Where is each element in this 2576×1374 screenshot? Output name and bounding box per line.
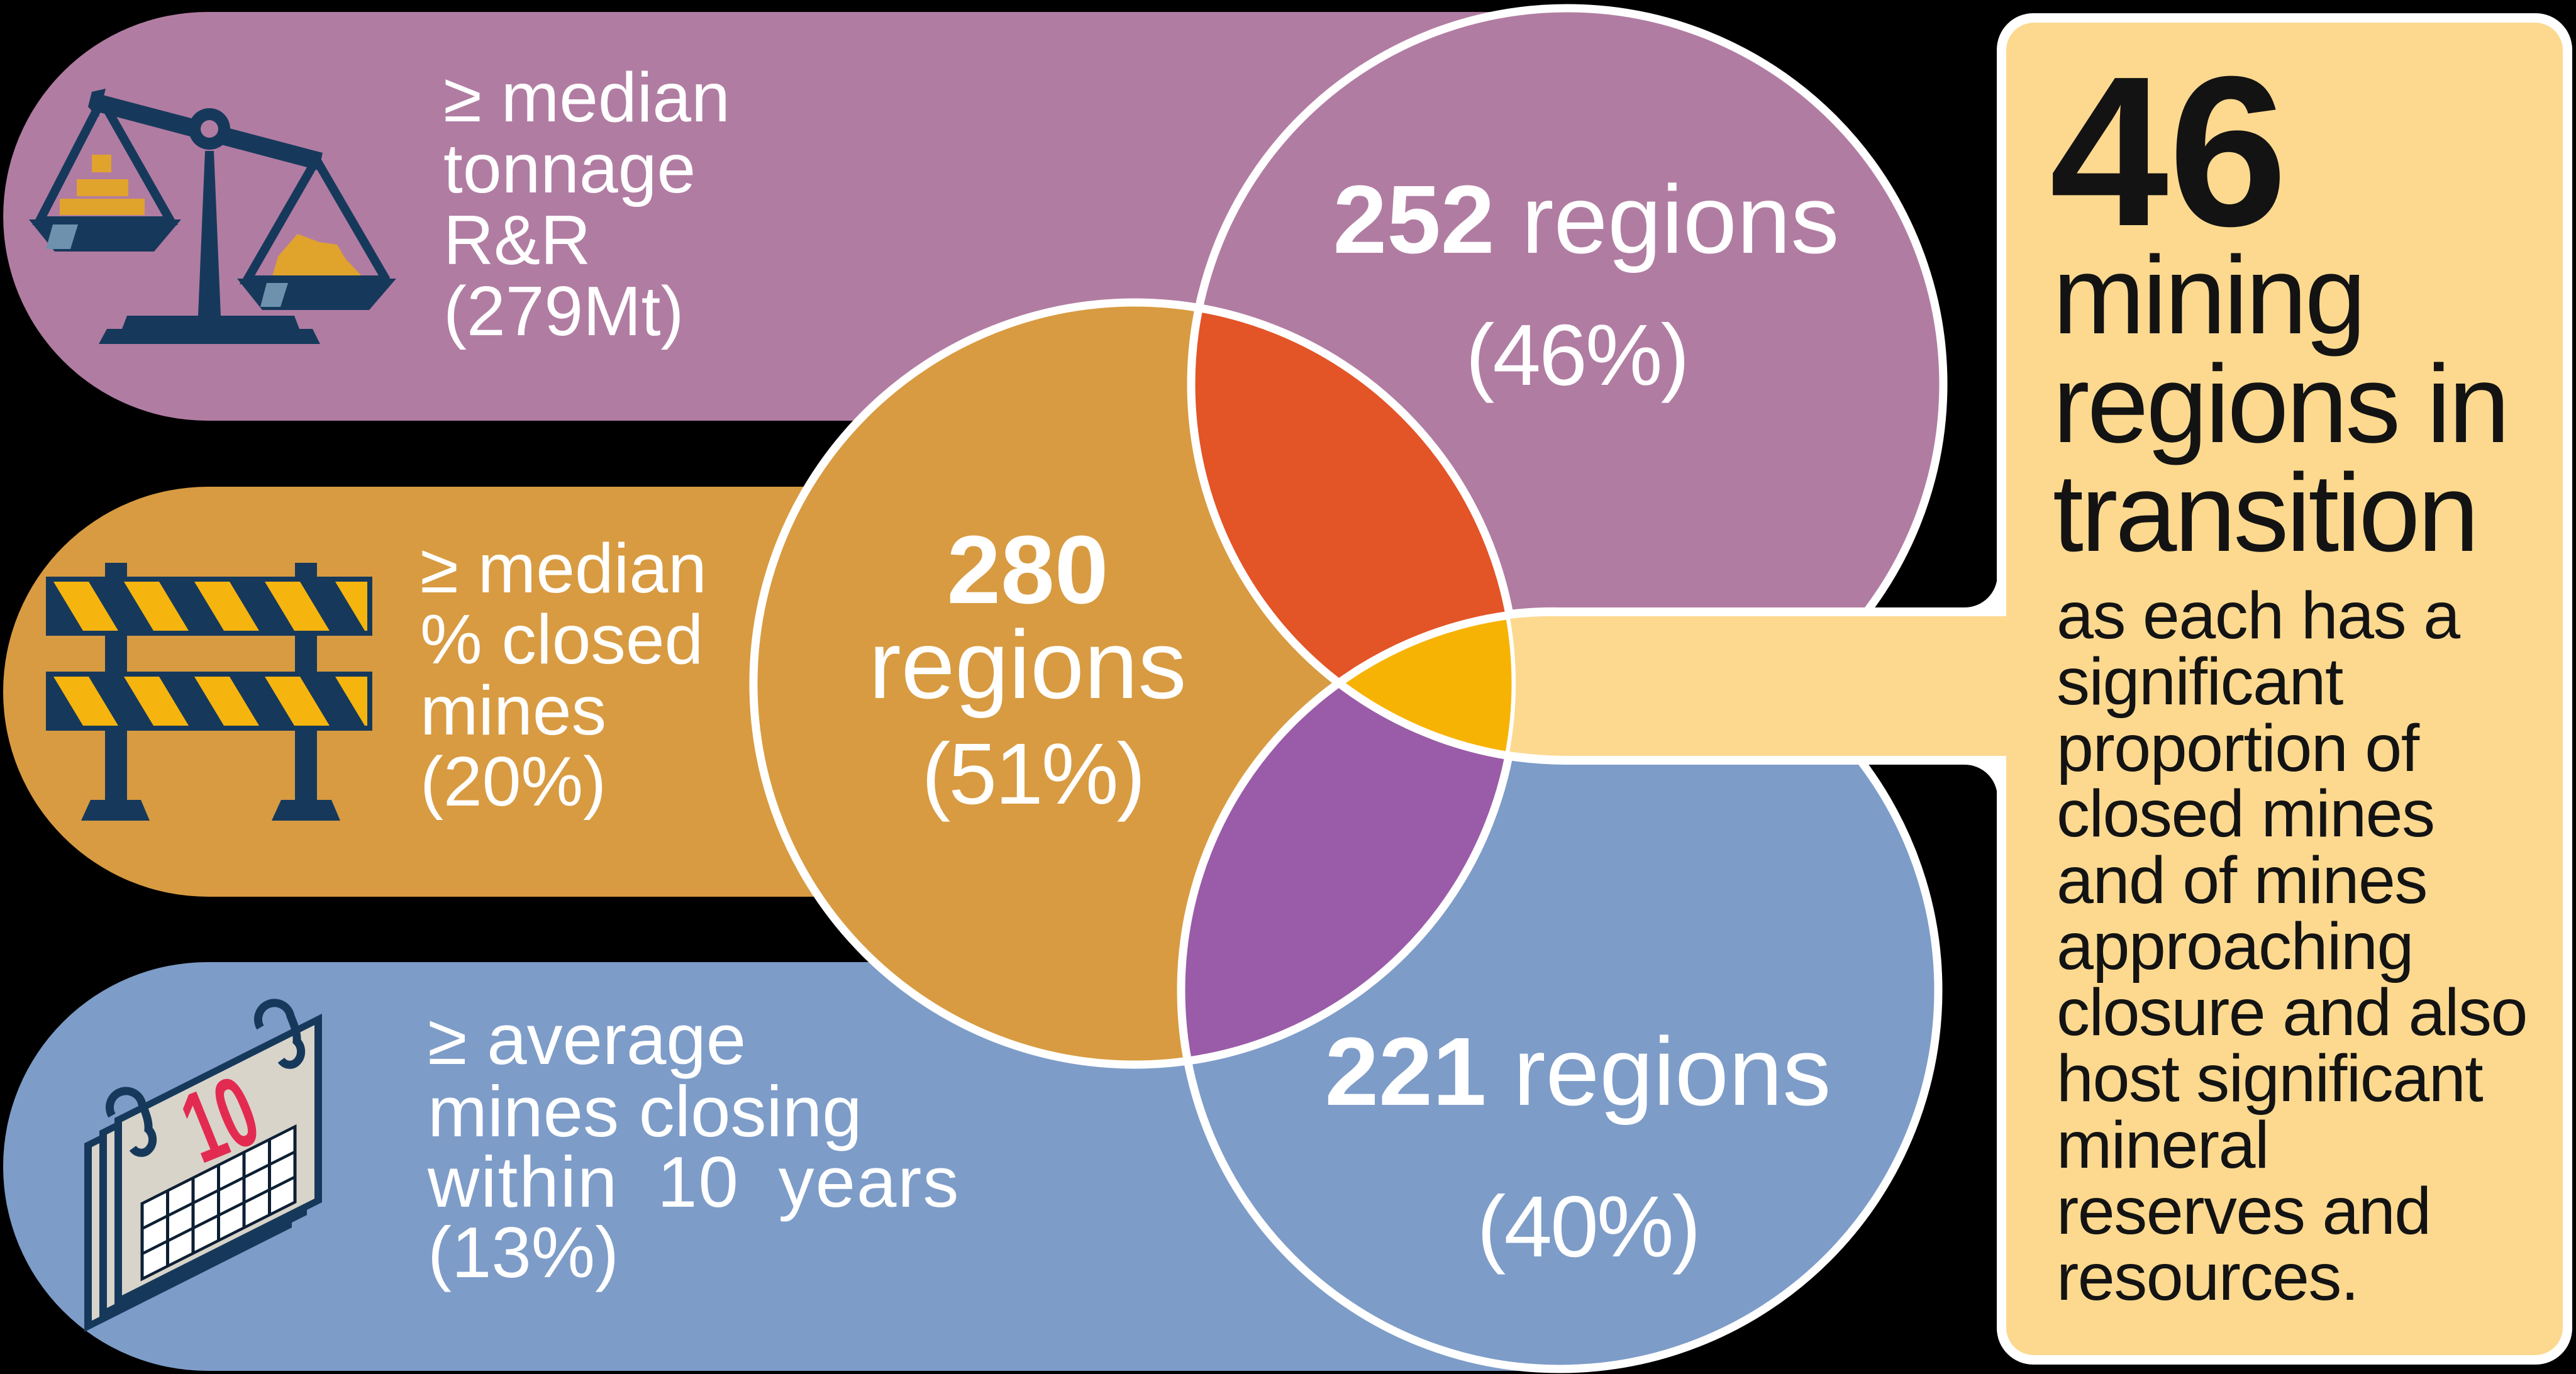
svg-text:mineral: mineral: [2057, 1108, 2268, 1182]
svg-text:mines closing: mines closing: [428, 1072, 862, 1152]
svg-text:host significant: host significant: [2057, 1041, 2483, 1116]
svg-text:280: 280: [947, 516, 1109, 624]
svg-text:as each has a: as each has a: [2057, 579, 2460, 653]
svg-text:≥ median: ≥ median: [420, 529, 707, 607]
svg-text:transition: transition: [2053, 452, 2477, 575]
svg-text:R&R: R&R: [443, 201, 591, 279]
svg-text:closure and also: closure and also: [2057, 975, 2527, 1050]
svg-text:(46%): (46%): [1465, 307, 1687, 404]
svg-text:regions in: regions in: [2053, 343, 2507, 466]
svg-text:and of mines: and of mines: [2057, 843, 2427, 917]
svg-text:approaching: approaching: [2057, 909, 2413, 983]
svg-text:% closed: % closed: [420, 601, 703, 679]
svg-text:≥ median: ≥ median: [443, 58, 730, 136]
svg-text:within 10 years: within 10 years: [427, 1143, 960, 1222]
svg-text:resources.: resources.: [2057, 1240, 2358, 1314]
svg-text:reserves and: reserves and: [2057, 1174, 2431, 1248]
svg-text:mines: mines: [420, 672, 606, 750]
svg-text:mining: mining: [2053, 234, 2363, 357]
svg-text:closed mines: closed mines: [2057, 777, 2434, 851]
svg-text:46: 46: [2050, 32, 2287, 271]
svg-text:tonnage: tonnage: [443, 130, 696, 208]
svg-text:(51%): (51%): [921, 726, 1143, 823]
svg-text:significant: significant: [2057, 645, 2343, 719]
svg-text:(13%): (13%): [428, 1213, 619, 1293]
svg-text:≥ average: ≥ average: [428, 1000, 746, 1080]
svg-text:(279Mt): (279Mt): [443, 272, 684, 350]
svg-text:proportion of: proportion of: [2057, 711, 2420, 785]
svg-text:regions: regions: [869, 611, 1186, 719]
svg-text:(40%): (40%): [1477, 1178, 1699, 1275]
svg-text:(20%): (20%): [420, 743, 606, 821]
svg-text:221 regions: 221 regions: [1325, 1017, 1831, 1126]
svg-text:252 regions: 252 regions: [1333, 165, 1840, 274]
